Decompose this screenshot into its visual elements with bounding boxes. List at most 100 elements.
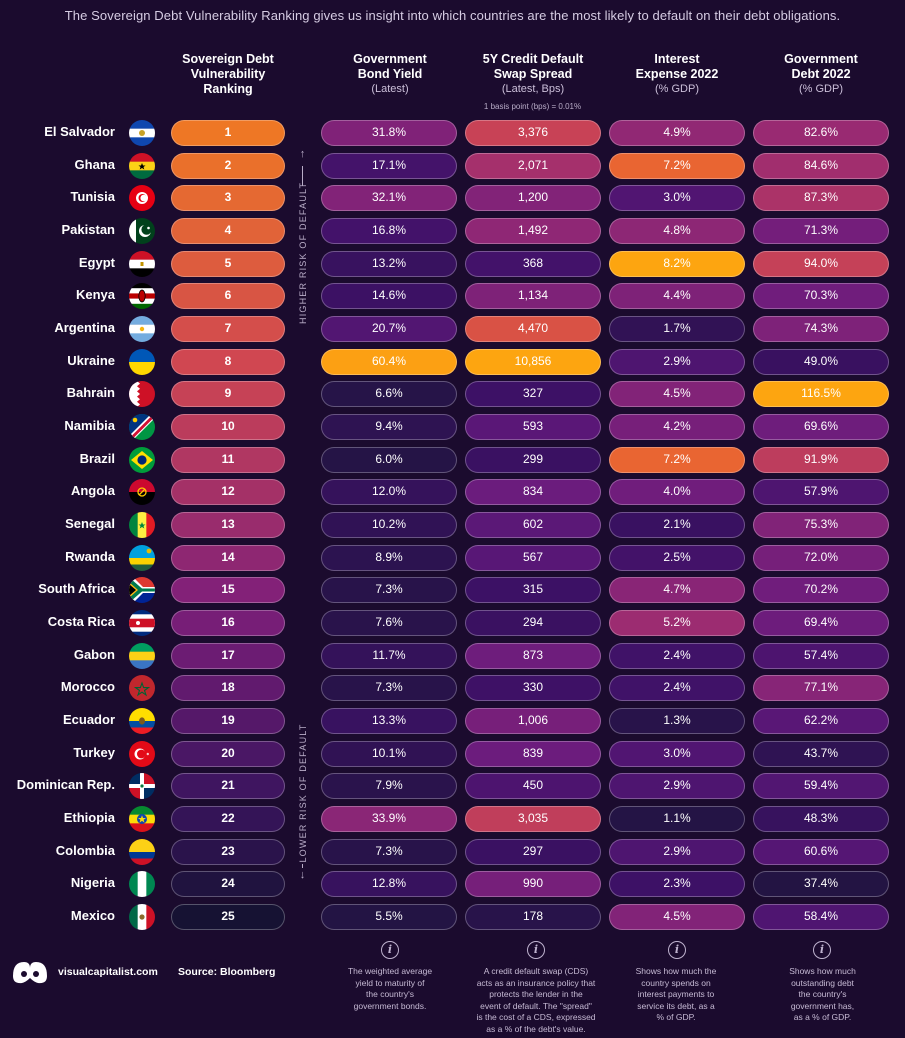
cds-pill: 873 [465,642,601,669]
tunisia-flag-icon [129,185,155,212]
yield-pill: 13.2% [321,250,457,277]
yield-info-icon: i [381,941,399,959]
interest-pill: 2.4% [609,675,745,702]
interest-pill: 2.1% [609,511,745,538]
yield-pill: 33.9% [321,805,457,832]
cds-pill: 2,071 [465,152,601,179]
rank-pill: 24 [171,871,285,898]
debt-pill: 59.4% [753,773,889,800]
cds-pill: 1,006 [465,707,601,734]
yield-note-line: The weighted average [347,966,433,976]
cds-pill: 330 [465,675,601,702]
debt-pill: 75.3% [753,511,889,538]
egypt-flag-icon [129,250,155,277]
debt-column-header: Government Debt 2022 (% GDP) [751,52,891,96]
rank-pill: 20 [171,740,285,767]
debt-pill: 48.3% [753,805,889,832]
interest-pill: 2.4% [609,642,745,669]
debt-pill: 43.7% [753,740,889,767]
rwanda-flag-icon [129,544,155,571]
country-name: Dominican Rep. [16,777,115,793]
yield-pill: 13.3% [321,707,457,734]
cds-pill: 1,134 [465,283,601,310]
interest-header-sub: (% GDP) [655,83,699,95]
arrow-up-icon: ↑ [299,148,306,160]
interest-pill: 4.0% [609,479,745,506]
rank-header-line-1: Sovereign Debt [182,52,274,66]
interest-pill: 1.1% [609,805,745,832]
yield-pill: 12.8% [321,871,457,898]
yield-pill: 16.8% [321,217,457,244]
cds-pill: 178 [465,903,601,930]
debt-pill: 82.6% [753,120,889,146]
yield-pill: 12.0% [321,479,457,506]
yield-pill: 7.3% [321,675,457,702]
cds-note-line: event of default. The "spread" [480,1000,592,1011]
country-name: Argentina [54,319,115,335]
axis-line-top [302,166,303,186]
ethiopia-flag-icon [129,805,155,832]
interest-pill: 1.3% [609,707,745,734]
table-row: Colombia 23 7.3% 297 2.9% 60.6% [0,838,905,865]
rank-pill: 8 [171,348,285,375]
cds-note-line: is the cost of a CDS, expressed [476,1012,596,1022]
interest-pill: 4.9% [609,120,745,146]
table-row: Senegal 13 10.2% 602 2.1% 75.3% [0,511,905,538]
country-name: Tunisia [70,189,115,205]
bps-note: 1 basis point (bps) = 0.01% [483,102,582,111]
senegal-flag-icon [129,511,155,538]
south-africa-flag-icon [129,577,155,604]
debt-pill: 77.1% [753,675,889,702]
costa-rica-flag-icon [129,609,155,636]
gabon-flag-icon [129,642,155,669]
debt-pill: 69.4% [753,609,889,636]
country-name: Ukraine [67,352,115,368]
country-name: Ghana [74,156,115,172]
rank-pill: 9 [171,381,285,408]
axis-line-bottom [302,864,303,868]
yield-pill: 6.6% [321,381,457,408]
table-row: El Salvador 1 31.8% 3,376 4.9% 82.6% [0,120,905,146]
interest-pill: 8.2% [609,250,745,277]
cds-pill: 1,200 [465,185,601,212]
table-row: Mexico 25 5.5% 178 4.5% 58.4% [0,903,905,930]
rank-pill: 12 [171,479,285,506]
turkey-flag-icon [129,740,155,767]
yield-header-line-2: Bond Yield [357,67,423,81]
debt-pill: 58.4% [753,903,889,930]
debt-info-icon: i [813,941,831,959]
country-name: Colombia [55,842,115,858]
source-text: Source: Bloomberg [178,966,276,978]
yield-pill: 7.6% [321,609,457,636]
yield-pill: 17.1% [321,152,457,179]
debt-pill: 57.4% [753,642,889,669]
debt-pill: 70.3% [753,283,889,310]
cds-note-line: acts as an insurance policy that [476,977,596,988]
rank-pill: 5 [171,250,285,277]
yield-column-header: Government Bond Yield (Latest) [320,52,460,96]
rank-pill: 16 [171,609,285,636]
el-salvador-flag-icon [129,120,155,146]
rank-pill: 23 [171,838,285,865]
cds-pill: 834 [465,479,601,506]
cds-pill: 4,470 [465,315,601,342]
debt-pill: 87.3% [753,185,889,212]
yield-pill: 10.2% [321,511,457,538]
cds-pill: 990 [465,871,601,898]
debt-pill: 116.5% [753,381,889,408]
yield-note: The weighted average yield to maturity of… [330,966,450,1012]
rank-pill: 7 [171,315,285,342]
table-row: Ukraine 8 60.4% 10,856 2.9% 49.0% [0,348,905,375]
interest-pill: 4.4% [609,283,745,310]
table-row: Brazil 11 6.0% 299 7.2% 91.9% [0,446,905,473]
table-row: Morocco 18 7.3% 330 2.4% 77.1% [0,675,905,702]
rank-pill: 10 [171,413,285,440]
rank-pill: 4 [171,217,285,244]
yield-pill: 8.9% [321,544,457,571]
table-row: Dominican Rep. 21 7.9% 450 2.9% 59.4% [0,773,905,800]
yield-pill: 9.4% [321,413,457,440]
cds-pill: 1,492 [465,217,601,244]
debt-pill: 62.2% [753,707,889,734]
dominican-republic-flag-icon [129,773,155,800]
cds-header-line-1: 5Y Credit Default [482,52,584,66]
